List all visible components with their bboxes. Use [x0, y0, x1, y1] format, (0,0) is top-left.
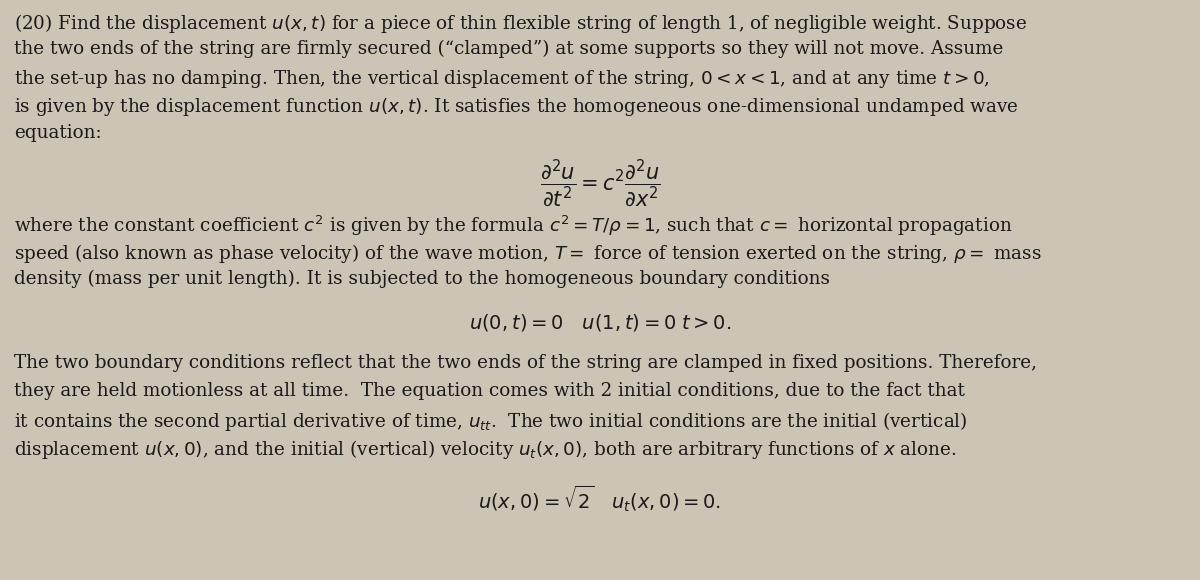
Text: displacement $u(x, 0)$, and the initial (vertical) velocity $u_t(x, 0)$, both ar: displacement $u(x, 0)$, and the initial … — [14, 438, 958, 461]
Text: equation:: equation: — [14, 124, 102, 142]
Text: speed (also known as phase velocity) of the wave motion, $T =$ force of tension : speed (also known as phase velocity) of … — [14, 242, 1042, 265]
Text: $u(x, 0) = \sqrt{2} \quad u_t(x, 0) = 0.$: $u(x, 0) = \sqrt{2} \quad u_t(x, 0) = 0.… — [479, 484, 721, 514]
Text: where the constant coefficient $c^2$ is given by the formula $c^2 = T/\rho = 1$,: where the constant coefficient $c^2$ is … — [14, 214, 1013, 238]
Text: density (mass per unit length). It is subjected to the homogeneous boundary cond: density (mass per unit length). It is su… — [14, 270, 830, 288]
Text: it contains the second partial derivative of time, $u_{tt}$.  The two initial co: it contains the second partial derivativ… — [14, 410, 968, 433]
Text: (20) Find the displacement $u(x, t)$ for a piece of thin flexible string of leng: (20) Find the displacement $u(x, t)$ for… — [14, 12, 1027, 35]
Text: $\dfrac{\partial^2 u}{\partial t^2} = c^2\dfrac{\partial^2 u}{\partial x^2}$: $\dfrac{\partial^2 u}{\partial t^2} = c^… — [540, 157, 660, 209]
Text: they are held motionless at all time.  The equation comes with 2 initial conditi: they are held motionless at all time. Th… — [14, 382, 965, 400]
Text: The two boundary conditions reflect that the two ends of the string are clamped : The two boundary conditions reflect that… — [14, 354, 1038, 372]
Text: is given by the displacement function $u(x, t)$. It satisfies the homogeneous on: is given by the displacement function $u… — [14, 96, 1019, 118]
Text: the set-up has no damping. Then, the vertical displacement of the string, $0 < x: the set-up has no damping. Then, the ver… — [14, 68, 990, 90]
Text: the two ends of the string are firmly secured (“clamped”) at some supports so th: the two ends of the string are firmly se… — [14, 40, 1003, 58]
Text: $u(0, t) = 0 \quad u(1, t) = 0 \; t > 0.$: $u(0, t) = 0 \quad u(1, t) = 0 \; t > 0.… — [469, 312, 731, 333]
